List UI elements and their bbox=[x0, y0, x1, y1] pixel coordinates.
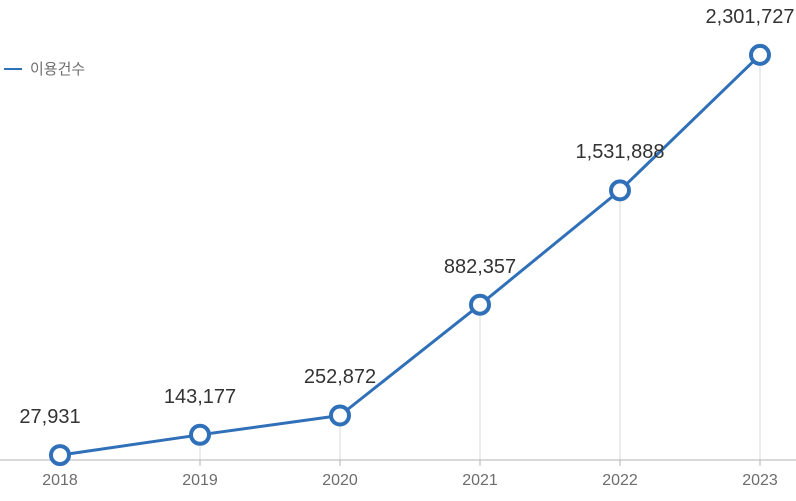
x-tick-label: 2023 bbox=[742, 472, 778, 490]
data-label: 2,301,727 bbox=[706, 6, 795, 29]
x-tick-label: 2021 bbox=[462, 472, 498, 490]
x-tick-label: 2018 bbox=[42, 472, 78, 490]
x-tick-label: 2022 bbox=[602, 472, 638, 490]
chart-svg bbox=[0, 0, 796, 501]
data-label: 882,357 bbox=[444, 256, 516, 279]
data-label: 252,872 bbox=[304, 366, 376, 389]
usage-line-chart: 이용건수 27,9312018143,1772019252,8722020882… bbox=[0, 0, 796, 501]
data-label: 27,931 bbox=[19, 406, 80, 429]
data-label: 143,177 bbox=[164, 386, 236, 409]
x-tick-label: 2020 bbox=[322, 472, 358, 490]
data-label: 1,531,888 bbox=[576, 141, 665, 164]
x-tick-label: 2019 bbox=[182, 472, 218, 490]
